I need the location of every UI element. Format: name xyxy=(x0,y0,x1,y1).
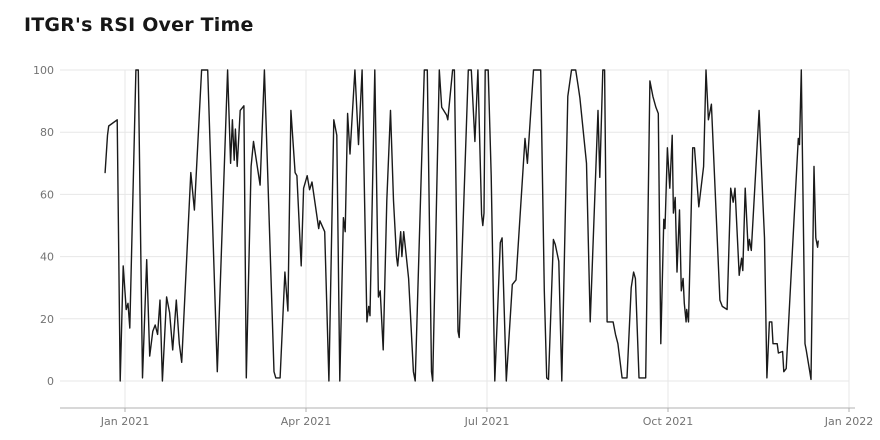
y-tick-label: 60 xyxy=(40,188,54,201)
x-tick-label: Apr 2021 xyxy=(281,415,332,428)
y-tick-label: 100 xyxy=(33,64,54,77)
chart-title: ITGR's RSI Over Time xyxy=(24,14,254,36)
rsi-series-line xyxy=(104,69,819,382)
x-tick-label: Jul 2021 xyxy=(464,415,510,428)
x-tick-label: Jan 2021 xyxy=(100,415,149,428)
y-tick-label: 20 xyxy=(40,313,54,326)
y-tick-label: 40 xyxy=(40,251,54,264)
y-tick-label: 0 xyxy=(47,375,54,388)
x-tick-label: Oct 2021 xyxy=(643,415,694,428)
y-tick-label: 80 xyxy=(40,126,54,139)
x-tick-label: Jan 2022 xyxy=(824,415,873,428)
